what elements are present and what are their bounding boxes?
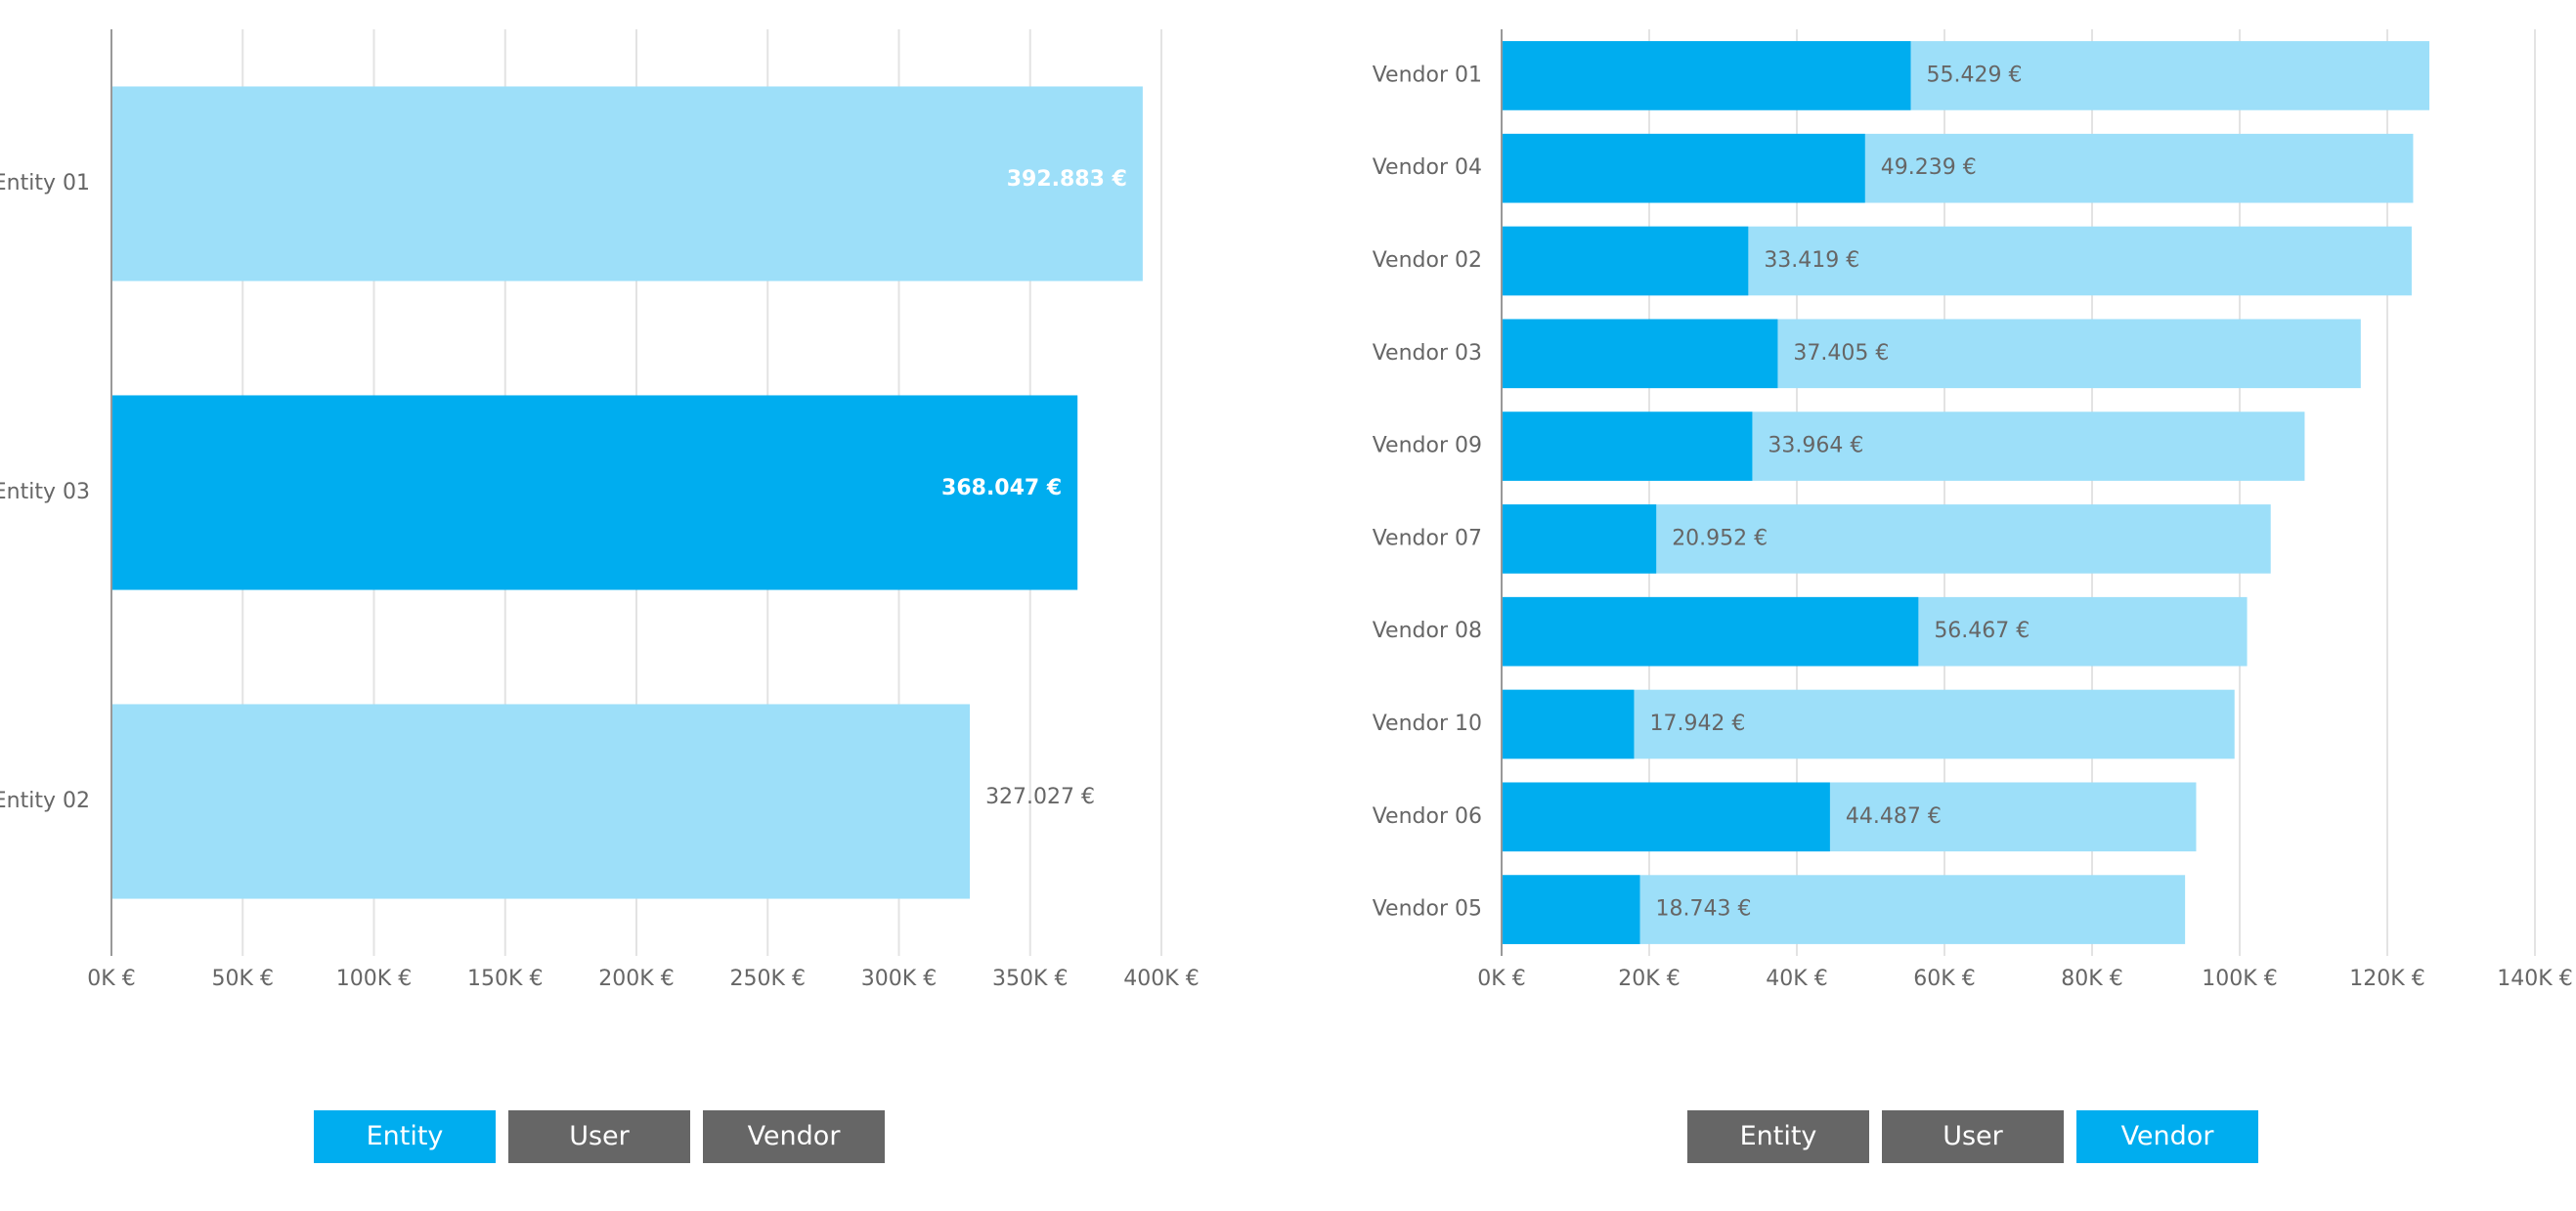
- bar: [1502, 319, 1778, 389]
- slicer-button[interactable]: User: [508, 1110, 690, 1163]
- x-tick-label: 400K €: [1123, 967, 1199, 991]
- data-label: 368.047 €: [941, 476, 1062, 500]
- category-label: Vendor 10: [1373, 712, 1482, 736]
- data-label: 33.964 €: [1768, 434, 1863, 458]
- data-label: 56.467 €: [1934, 619, 2030, 643]
- bar: [1502, 596, 1919, 667]
- category-label: Vendor 05: [1373, 897, 1482, 922]
- x-tick-label: 0K €: [87, 967, 135, 991]
- slicer-button[interactable]: User: [1882, 1110, 2064, 1163]
- data-label: 327.027 €: [985, 785, 1095, 809]
- x-tick-label: 50K €: [212, 967, 274, 991]
- x-tick-label: 60K €: [1913, 967, 1975, 991]
- bar: [1502, 226, 1749, 296]
- x-tick-label: 200K €: [598, 967, 674, 991]
- x-tick-label: 100K €: [2202, 967, 2277, 991]
- category-label: Entity 01: [0, 171, 90, 195]
- slicer-button[interactable]: Vendor: [2076, 1110, 2258, 1163]
- bar: [1502, 411, 1753, 481]
- data-label: 37.405 €: [1793, 341, 1889, 366]
- bar: [111, 704, 971, 899]
- x-tick-label: 120K €: [2349, 967, 2424, 991]
- x-tick-label: 140K €: [2497, 967, 2572, 991]
- bar: [1502, 41, 1911, 110]
- data-label: 55.429 €: [1926, 63, 2022, 87]
- bar: [1502, 504, 1657, 574]
- slicer-button[interactable]: Entity: [314, 1110, 496, 1163]
- category-label: Vendor 06: [1373, 804, 1482, 829]
- x-tick-label: 350K €: [992, 967, 1068, 991]
- bar: [1502, 689, 1635, 759]
- slicer: Entity User Vendor: [314, 1110, 885, 1163]
- data-label: 392.883 €: [1007, 167, 1127, 192]
- category-label: Vendor 09: [1373, 434, 1482, 458]
- slicer: Entity User Vendor: [1687, 1110, 2258, 1163]
- data-label: 49.239 €: [1881, 155, 1977, 180]
- slicer-button[interactable]: Entity: [1687, 1110, 1869, 1163]
- category-label: Vendor 04: [1373, 155, 1482, 180]
- category-label: Entity 03: [0, 480, 90, 504]
- data-label: 20.952 €: [1672, 526, 1768, 550]
- x-tick-label: 100K €: [336, 967, 412, 991]
- bar: [111, 86, 1143, 281]
- bar: [111, 395, 1078, 590]
- x-tick-label: 250K €: [730, 967, 806, 991]
- category-label: Vendor 02: [1373, 248, 1482, 273]
- bar: [1502, 875, 1640, 944]
- category-label: Vendor 03: [1373, 341, 1482, 366]
- x-tick-label: 80K €: [2061, 967, 2122, 991]
- data-label: 18.743 €: [1656, 897, 1752, 922]
- slicer-button[interactable]: Vendor: [703, 1110, 885, 1163]
- x-tick-label: 150K €: [467, 967, 543, 991]
- x-tick-label: 40K €: [1766, 967, 1827, 991]
- x-tick-label: 20K €: [1618, 967, 1680, 991]
- x-tick-label: 0K €: [1477, 967, 1525, 991]
- bar: [1502, 782, 1830, 852]
- data-label: 33.419 €: [1764, 248, 1859, 273]
- category-label: Vendor 01: [1373, 63, 1482, 87]
- charts: 0K € 50K € 100K € 150K € 200K € 250K € 300K € 3…: [0, 29, 2573, 991]
- data-label: 17.942 €: [1649, 712, 1745, 736]
- category-label: Entity 02: [0, 789, 90, 813]
- category-label: Vendor 08: [1373, 619, 1482, 643]
- x-tick-label: 300K €: [861, 967, 937, 991]
- data-label: 44.487 €: [1846, 804, 1942, 829]
- bar: [1502, 133, 1865, 203]
- category-label: Vendor 07: [1373, 526, 1482, 550]
